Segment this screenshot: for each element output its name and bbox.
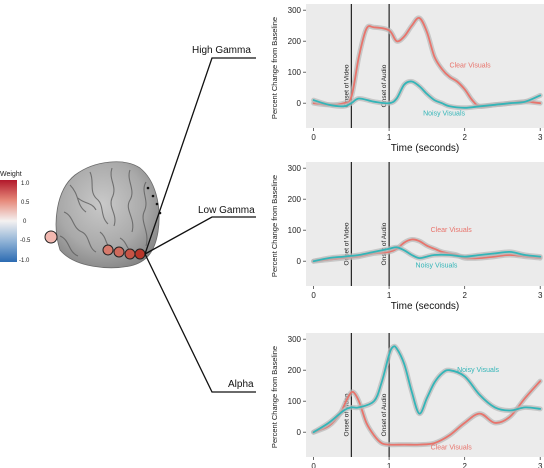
series-line <box>312 246 542 263</box>
brain-surface <box>55 161 160 269</box>
plot-background <box>306 333 544 457</box>
plot-background <box>306 162 544 286</box>
colorbar: Weight 1.0 0.5 0 -0.5 -1.0 <box>0 171 31 264</box>
black-dot <box>151 194 155 198</box>
y-axis-label: Percent Change from Baseline <box>270 346 279 448</box>
event-label: Onset of Audio <box>381 64 388 107</box>
series-line <box>312 345 542 434</box>
y-tick-label: 100 <box>288 68 302 77</box>
colorbar-tick: 0.5 <box>21 200 30 206</box>
electrode <box>113 246 125 258</box>
x-tick-label: 2 <box>462 462 467 468</box>
series-line <box>312 80 542 109</box>
colorbar-tick: 1.0 <box>21 181 30 187</box>
y-tick-label: 100 <box>288 226 302 235</box>
electrode <box>134 248 146 260</box>
x-tick-label: 1 <box>387 133 392 142</box>
y-axis-label: Percent Change from Baseline <box>270 175 279 277</box>
electrode <box>102 244 114 256</box>
x-tick-label: 1 <box>387 291 392 300</box>
callout-lines <box>144 57 256 393</box>
callout-high-gamma <box>144 57 256 255</box>
y-tick-label: 0 <box>297 428 302 437</box>
y-tick-label: 300 <box>288 335 302 344</box>
y-tick-label: 100 <box>288 397 302 406</box>
colorbar-title: Weight <box>0 171 22 178</box>
series-label: Clear Visuals <box>431 227 473 234</box>
y-tick-label: 0 <box>297 257 302 266</box>
series-label: Noisy Visuals <box>457 367 499 374</box>
event-label: Onset of Video <box>343 64 350 107</box>
x-tick-label: 3 <box>538 291 543 300</box>
band-label-high-gamma: High Gamma <box>192 45 251 56</box>
x-axis-label: Time (seconds) <box>391 143 460 154</box>
y-axis-label: Percent Change from Baseline <box>270 17 279 119</box>
colorbar-tick: -1.0 <box>19 258 30 264</box>
series-label: Clear Visuals <box>450 63 492 70</box>
x-tick-label: 0 <box>311 291 316 300</box>
electrode <box>44 230 58 244</box>
colorbar-scale <box>0 180 17 262</box>
y-tick-label: 300 <box>288 164 302 173</box>
event-label: Onset of Video <box>343 393 350 436</box>
y-tick-label: 200 <box>288 366 302 375</box>
event-label: Onset of Audio <box>381 222 388 265</box>
colorbar-tick: 0 <box>23 219 27 225</box>
x-axis-label: Time (seconds) <box>391 301 460 312</box>
x-tick-label: 1 <box>387 462 392 468</box>
colorbar-tick: -0.5 <box>20 238 31 244</box>
brain-sulci <box>59 167 148 257</box>
series-label: Noisy Visuals <box>416 262 458 269</box>
y-tick-label: 300 <box>288 6 302 15</box>
y-tick-label: 0 <box>297 99 302 108</box>
x-tick-label: 0 <box>311 462 316 468</box>
brain-image <box>44 161 162 269</box>
black-dot <box>155 202 159 206</box>
black-dot <box>146 186 150 190</box>
electrode <box>124 248 136 260</box>
band-label-alpha: Alpha <box>228 379 254 390</box>
series-line <box>312 380 542 446</box>
callout-low-gamma <box>144 216 256 255</box>
series-label: Clear Visuals <box>431 444 473 451</box>
y-tick-label: 200 <box>288 37 302 46</box>
panel-0: 0 100 200 300 0 1 2 3 Time (seconds) Percent Chan… <box>270 4 544 154</box>
event-label: Onset of Video <box>343 222 350 265</box>
series-label: Noisy Visuals <box>423 111 465 118</box>
band-label-low-gamma: Low Gamma <box>198 205 255 216</box>
event-label: Onset of Audio <box>381 393 388 436</box>
x-tick-label: 3 <box>538 133 543 142</box>
x-tick-label: 2 <box>462 133 467 142</box>
callout-alpha <box>144 253 256 393</box>
x-tick-label: 0 <box>311 133 316 142</box>
panel-1: 0 100 200 300 0 1 2 3 Time (seconds) Percent Chan… <box>270 162 544 312</box>
x-tick-label: 2 <box>462 291 467 300</box>
y-tick-label: 200 <box>288 195 302 204</box>
x-tick-label: 3 <box>538 462 543 468</box>
